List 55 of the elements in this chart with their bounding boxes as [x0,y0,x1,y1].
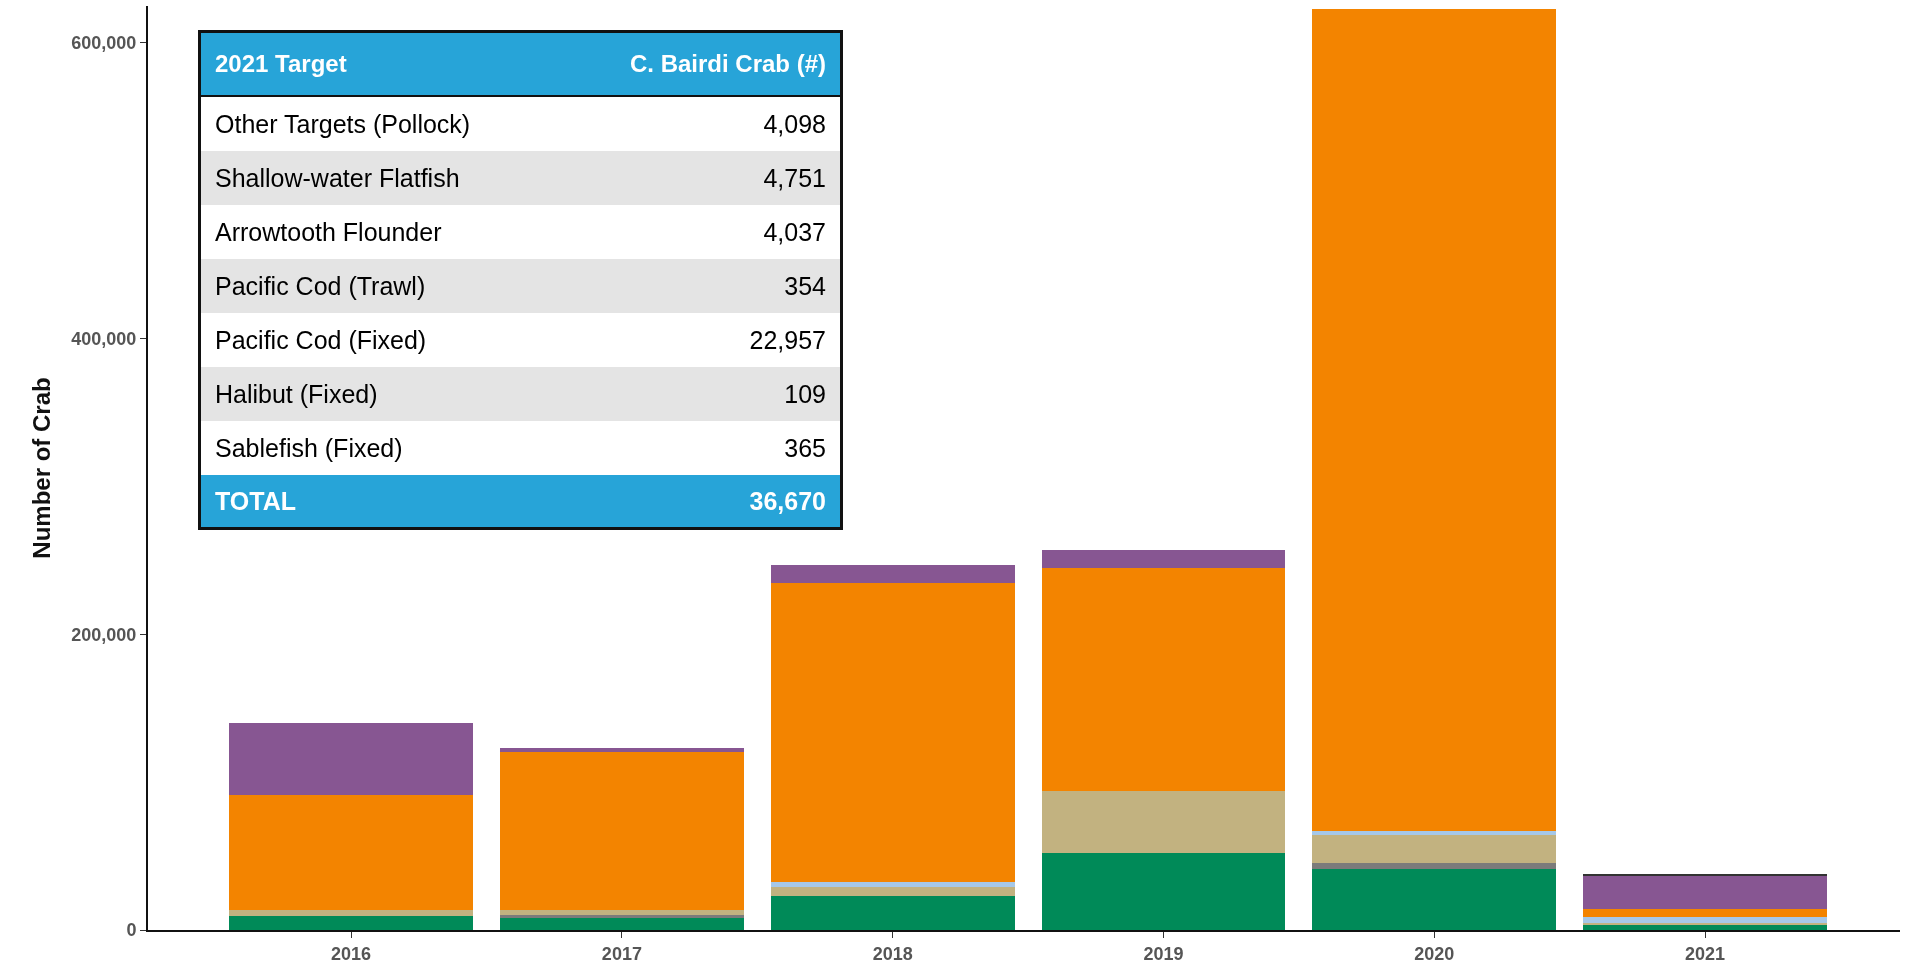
bar [500,915,744,919]
x-tick-label: 2021 [1685,943,1726,962]
y-tick-label: 400,000 [71,328,137,349]
bar [500,910,744,916]
x-tick-label: 2016 [331,943,372,962]
bar [770,565,1015,583]
text: 109 [784,379,826,408]
bar [1312,9,1557,832]
bar [1041,791,1286,853]
category-label: Pacific Cod (Fixed) [215,325,427,355]
bar [1312,835,1557,864]
category-label: Shallow-water Flatfish [215,163,460,193]
x-tick-label: 2020 [1414,943,1455,962]
bar [1583,875,1827,910]
bar [1312,863,1557,869]
bar [770,882,1015,887]
x-tick-label: 2018 [872,943,913,962]
bar [1312,868,1557,930]
text: 2021 Target [215,50,347,78]
category-label: Halibut (Fixed) [215,379,378,409]
bar [770,896,1015,930]
text: 354 [784,271,826,300]
bar [770,886,1015,896]
bar [1583,909,1827,917]
bar [229,723,473,796]
category-label: Other Targets (Pollock) [215,109,471,139]
x-tick-label: 2019 [1143,943,1184,962]
category-label: Sablefish (Fixed) [215,433,403,463]
bar [1583,916,1827,923]
y-axis-title: Number of Crab [27,377,55,559]
x-tick-label: 2017 [601,943,642,962]
y-tick-label: 200,000 [71,624,137,645]
bar [1041,567,1286,792]
bar [500,747,744,752]
bar [1041,852,1286,930]
text: 36,670 [749,486,826,515]
bar [500,918,744,930]
text: 365 [784,433,826,462]
y-tick-label: 0 [126,920,137,941]
annotation: TOTAL [215,486,297,516]
bar [229,910,473,916]
text: 22,957 [749,325,826,354]
text: 4,037 [763,217,826,246]
bar [229,915,473,930]
bar [229,795,473,911]
text: C. Bairdi Crab (#) [629,50,826,78]
category-label: Arrowtooth Flounder [215,217,442,247]
text: 4,751 [763,163,826,192]
text: 4,098 [763,109,826,138]
bar [500,751,744,911]
y-tick-label: 600,000 [71,33,137,54]
bar [1312,831,1557,836]
bar [1041,549,1286,568]
category-label: Pacific Cod (Trawl) [215,271,426,301]
bar [770,582,1015,883]
